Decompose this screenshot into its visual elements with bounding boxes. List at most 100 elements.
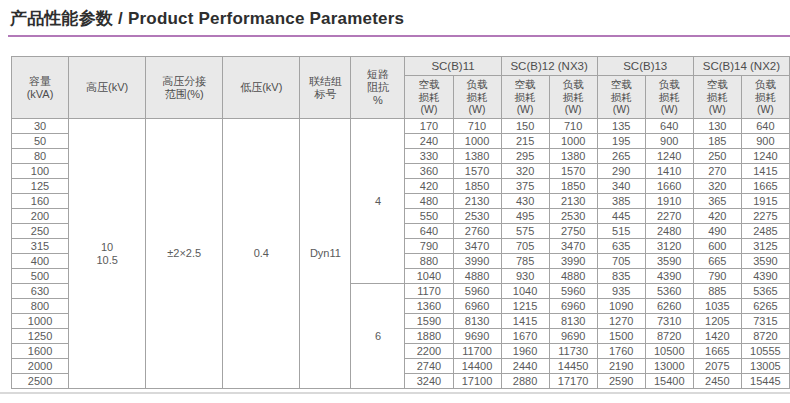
loss-value-cell: 2270 xyxy=(645,209,693,224)
loss-value-cell: 1665 xyxy=(741,179,789,194)
loss-value-cell: 17170 xyxy=(549,374,597,389)
loss-value-cell: 665 xyxy=(693,254,741,269)
loss-value-cell: 1500 xyxy=(597,329,645,344)
loss-value-cell: 1880 xyxy=(405,329,453,344)
header-load-loss: 负载 损耗 (W) xyxy=(453,76,501,119)
loss-value-cell: 1850 xyxy=(453,179,501,194)
loss-value-cell: 835 xyxy=(597,269,645,284)
loss-value-cell: 13005 xyxy=(741,359,789,374)
loss-value-cell: 15400 xyxy=(645,374,693,389)
loss-value-cell: 4880 xyxy=(453,269,501,284)
loss-value-cell: 935 xyxy=(597,284,645,299)
loss-value-cell: 17100 xyxy=(453,374,501,389)
loss-value-cell: 2130 xyxy=(453,194,501,209)
loss-value-cell: 2530 xyxy=(549,209,597,224)
loss-value-cell: 1240 xyxy=(645,149,693,164)
capacity-cell: 30 xyxy=(12,119,69,134)
loss-value-cell: 1415 xyxy=(501,314,549,329)
capacity-cell: 630 xyxy=(12,284,69,299)
page-title: 产品性能参数 / Product Performance Parameters xyxy=(10,7,790,30)
header-hv: 高压(kV) xyxy=(69,57,146,119)
loss-value-cell: 340 xyxy=(597,179,645,194)
loss-value-cell: 495 xyxy=(501,209,549,224)
impedance-value-cell: 6 xyxy=(351,284,405,389)
loss-value-cell: 14400 xyxy=(453,359,501,374)
loss-value-cell: 705 xyxy=(597,254,645,269)
table-header: 容量 (kVA) 高压(kV) 高压分接 范围(%) 低压(kV) 联结组 标号… xyxy=(12,57,790,119)
header-row-groups: 容量 (kVA) 高压(kV) 高压分接 范围(%) 低压(kV) 联结组 标号… xyxy=(12,57,790,76)
loss-value-cell: 10555 xyxy=(741,344,789,359)
capacity-cell: 2500 xyxy=(12,374,69,389)
header-vector-group: 联结组 标号 xyxy=(300,57,351,119)
loss-value-cell: 365 xyxy=(693,194,741,209)
loss-value-cell: 1240 xyxy=(741,149,789,164)
loss-value-cell: 375 xyxy=(501,179,549,194)
capacity-cell: 160 xyxy=(12,194,69,209)
capacity-cell: 1000 xyxy=(12,314,69,329)
loss-value-cell: 3470 xyxy=(549,239,597,254)
loss-value-cell: 2440 xyxy=(501,359,549,374)
loss-value-cell: 1590 xyxy=(405,314,453,329)
loss-value-cell: 420 xyxy=(405,179,453,194)
loss-value-cell: 7310 xyxy=(645,314,693,329)
loss-value-cell: 1040 xyxy=(501,284,549,299)
loss-value-cell: 1380 xyxy=(549,149,597,164)
loss-value-cell: 9690 xyxy=(549,329,597,344)
capacity-cell: 1600 xyxy=(12,344,69,359)
capacity-cell: 125 xyxy=(12,179,69,194)
loss-value-cell: 3990 xyxy=(549,254,597,269)
header-no-load-loss: 空载 损耗 (W) xyxy=(693,76,741,119)
loss-value-cell: 1000 xyxy=(549,134,597,149)
loss-value-cell: 8130 xyxy=(549,314,597,329)
loss-value-cell: 5960 xyxy=(453,284,501,299)
loss-value-cell: 1420 xyxy=(693,329,741,344)
loss-value-cell: 265 xyxy=(597,149,645,164)
loss-value-cell: 5365 xyxy=(741,284,789,299)
capacity-cell: 400 xyxy=(12,254,69,269)
header-load-loss: 负载 损耗 (W) xyxy=(549,76,597,119)
loss-value-cell: 420 xyxy=(693,209,741,224)
loss-value-cell: 320 xyxy=(501,164,549,179)
loss-value-cell: 515 xyxy=(597,224,645,239)
loss-value-cell: 790 xyxy=(693,269,741,284)
loss-value-cell: 2450 xyxy=(693,374,741,389)
loss-value-cell: 705 xyxy=(501,239,549,254)
loss-value-cell: 185 xyxy=(693,134,741,149)
capacity-cell: 100 xyxy=(12,164,69,179)
loss-value-cell: 2750 xyxy=(549,224,597,239)
loss-value-cell: 8720 xyxy=(645,329,693,344)
loss-value-cell: 11700 xyxy=(453,344,501,359)
loss-value-cell: 320 xyxy=(693,179,741,194)
header-no-load-loss: 空载 损耗 (W) xyxy=(501,76,549,119)
loss-value-cell: 3470 xyxy=(453,239,501,254)
table-row: 3010 10.5±2×2.50.4Dyn1141707101507101356… xyxy=(12,119,790,134)
loss-value-cell: 710 xyxy=(453,119,501,134)
loss-value-cell: 195 xyxy=(597,134,645,149)
capacity-cell: 2000 xyxy=(12,359,69,374)
loss-value-cell: 640 xyxy=(405,224,453,239)
loss-value-cell: 1035 xyxy=(693,299,741,314)
capacity-cell: 250 xyxy=(12,224,69,239)
capacity-cell: 315 xyxy=(12,239,69,254)
loss-value-cell: 2760 xyxy=(453,224,501,239)
loss-value-cell: 360 xyxy=(405,164,453,179)
loss-value-cell: 480 xyxy=(405,194,453,209)
loss-value-cell: 1415 xyxy=(741,164,789,179)
loss-value-cell: 430 xyxy=(501,194,549,209)
loss-value-cell: 900 xyxy=(741,134,789,149)
loss-value-cell: 1380 xyxy=(453,149,501,164)
loss-value-cell: 1665 xyxy=(693,344,741,359)
table-body: 3010 10.5±2×2.50.4Dyn1141707101507101356… xyxy=(12,119,790,389)
header-impedance: 短路 阻抗 % xyxy=(351,57,405,119)
loss-value-cell: 10500 xyxy=(645,344,693,359)
loss-value-cell: 2590 xyxy=(597,374,645,389)
loss-value-cell: 5360 xyxy=(645,284,693,299)
tap-range-value-cell: ±2×2.5 xyxy=(146,119,223,389)
loss-value-cell: 240 xyxy=(405,134,453,149)
loss-value-cell: 930 xyxy=(501,269,549,284)
loss-value-cell: 1170 xyxy=(405,284,453,299)
loss-value-cell: 11730 xyxy=(549,344,597,359)
header-lv: 低压(kV) xyxy=(223,57,300,119)
loss-value-cell: 2190 xyxy=(597,359,645,374)
loss-value-cell: 3590 xyxy=(741,254,789,269)
